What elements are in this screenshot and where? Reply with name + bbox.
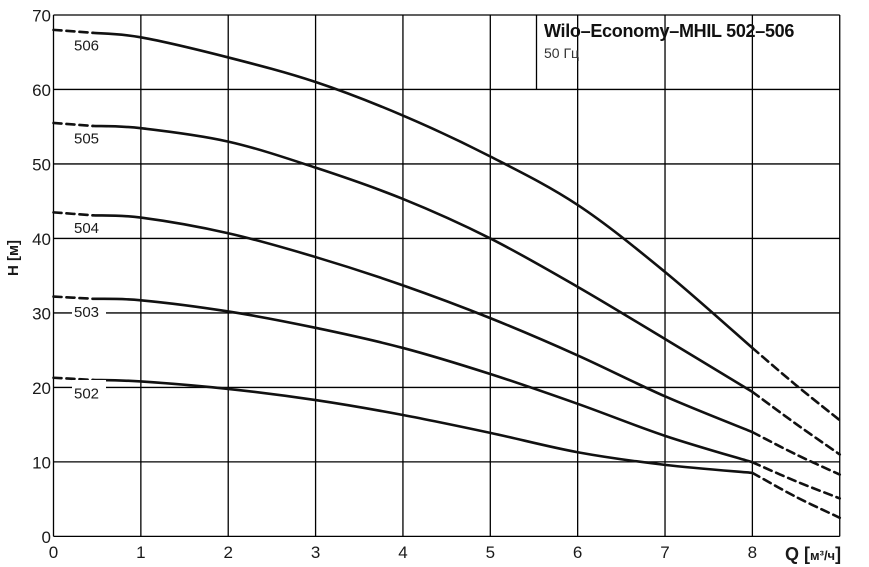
svg-text:505: 505 bbox=[74, 131, 99, 148]
svg-text:40: 40 bbox=[32, 230, 51, 249]
svg-text:6: 6 bbox=[573, 543, 582, 562]
svg-text:3: 3 bbox=[311, 543, 320, 562]
svg-text:10: 10 bbox=[32, 454, 51, 473]
svg-text:2: 2 bbox=[223, 543, 232, 562]
svg-text:50: 50 bbox=[32, 156, 51, 175]
svg-text:Wilo–Economy–MHIL 502–506: Wilo–Economy–MHIL 502–506 bbox=[544, 21, 794, 41]
svg-text:70: 70 bbox=[32, 7, 51, 26]
svg-text:506: 506 bbox=[74, 38, 99, 55]
svg-text:5: 5 bbox=[486, 543, 495, 562]
svg-text:1: 1 bbox=[136, 543, 145, 562]
svg-text:20: 20 bbox=[32, 379, 51, 398]
svg-text:7: 7 bbox=[660, 543, 669, 562]
svg-text:60: 60 bbox=[32, 81, 51, 100]
svg-text:8: 8 bbox=[748, 543, 757, 562]
svg-text:502: 502 bbox=[74, 385, 99, 402]
svg-text:503: 503 bbox=[74, 304, 99, 321]
svg-text:4: 4 bbox=[398, 543, 407, 562]
svg-text:H [м]: H [м] bbox=[5, 240, 22, 276]
svg-text:30: 30 bbox=[32, 305, 51, 324]
svg-text:50 Гц: 50 Гц bbox=[544, 45, 579, 61]
svg-text:504: 504 bbox=[74, 220, 99, 237]
svg-text:0: 0 bbox=[49, 543, 58, 562]
